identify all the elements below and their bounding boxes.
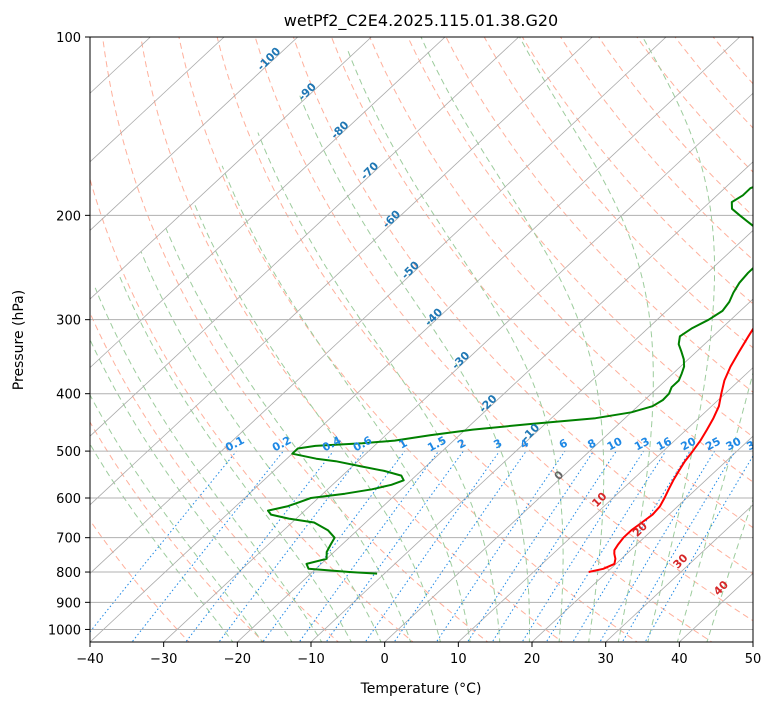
dry-adiabat-line — [521, 37, 753, 305]
mixing-ratio-line — [218, 450, 365, 642]
mixing-ratio-line — [545, 450, 667, 642]
y-tick-label: 300 — [56, 314, 81, 329]
isotherm-line — [90, 37, 667, 574]
x-tick-label: −40 — [76, 652, 103, 667]
y-tick-label: 100 — [56, 31, 81, 46]
isotherm-line — [237, 161, 753, 642]
x-tick-label: 10 — [450, 652, 467, 667]
dry-adiabat-line — [140, 37, 564, 642]
mixing-ratio-line — [621, 450, 736, 642]
isotherm-line — [90, 37, 741, 642]
x-tick-label: −10 — [297, 652, 324, 667]
mixing-ratio-line — [393, 450, 527, 642]
mixing-ratio-label: 16 — [654, 435, 674, 454]
isotherm-line — [384, 298, 753, 642]
mixing-ratio-line — [572, 450, 691, 642]
mixing-ratio-line — [466, 450, 595, 642]
dry-adiabat-line — [90, 519, 190, 642]
dry-adiabat-line — [636, 37, 753, 173]
x-tick-label: 50 — [745, 652, 762, 667]
isotherm-line — [90, 37, 520, 437]
dry-adiabat-line — [559, 37, 753, 261]
profile-lines — [267, 186, 753, 575]
isotherm-line — [163, 92, 753, 642]
y-tick-label: 600 — [56, 492, 81, 507]
dry-adiabat-line — [90, 311, 340, 642]
isotherm-line — [90, 37, 225, 163]
grid-lines — [90, 37, 753, 630]
dry-adiabat-line — [254, 37, 753, 622]
dry-adiabat-line — [331, 37, 753, 529]
mixing-ratio-label: 36 — [744, 435, 764, 454]
x-tick-label: 30 — [597, 652, 614, 667]
moist-adiabat-line — [94, 287, 323, 642]
isotherm-line — [90, 37, 299, 231]
y-tick-label: 400 — [56, 388, 81, 403]
mixing-ratio-line — [90, 450, 237, 633]
moist-adiabat-line — [257, 132, 501, 642]
y-tick-label: 700 — [56, 532, 81, 547]
moist-adiabat-line — [165, 227, 412, 642]
mixing-ratio-line — [185, 450, 334, 642]
mixing-ratio-line — [131, 450, 284, 642]
chart-title: wetPf2_C2E4.2025.115.01.38.G20 — [284, 11, 558, 31]
plot-frame — [89, 36, 754, 643]
y-axis-title: Pressure (hPa) — [11, 290, 27, 390]
mixing-ratio-label: 20 — [679, 435, 699, 454]
mixing-ratio-label: 30 — [724, 435, 744, 454]
isotherm-line — [531, 435, 753, 642]
x-tick-label: 40 — [671, 652, 688, 667]
x-tick-label: −30 — [150, 652, 177, 667]
isotherm-line — [90, 37, 446, 369]
x-tick-label: 20 — [524, 652, 541, 667]
dry-adiabat-line — [90, 421, 265, 642]
mixing-ratio-line — [364, 450, 501, 642]
y-tick-label: 500 — [56, 445, 81, 460]
y-tick-label: 800 — [56, 566, 81, 581]
x-tick-label: 0 — [381, 652, 389, 667]
mixing-ratio-line — [435, 450, 566, 642]
dry-adiabat-line — [90, 177, 414, 642]
dry-adiabat-line — [369, 37, 753, 483]
dry-adiabat-line — [292, 37, 753, 575]
y-tick-label: 200 — [56, 209, 81, 224]
dry-adiabat-line — [102, 37, 489, 642]
moist-adiabat-line — [193, 201, 441, 642]
moist-adiabat-line — [90, 393, 264, 642]
y-tick-label: 1000 — [48, 623, 81, 638]
mixing-ratio-label: 10 — [605, 435, 625, 454]
dewpoint-line — [267, 186, 753, 575]
isotherm-line — [90, 37, 372, 300]
isotherm-line — [90, 37, 593, 506]
isotherm-line — [605, 504, 753, 642]
y-tick-label: 900 — [56, 596, 81, 611]
mixing-ratio-line — [262, 450, 406, 642]
isotherm-line — [310, 229, 753, 642]
x-axis: −40 −30 −20 −10 0 10 20 30 40 50 — [76, 642, 761, 667]
mixing-ratio-line — [644, 454, 753, 642]
dry-adiabat-line — [178, 37, 638, 642]
moist-adiabat-line — [298, 94, 530, 642]
x-axis-title: Temperature (°C) — [360, 681, 482, 697]
y-axis: 100 200 300 400 500 600 700 800 900 1000 — [48, 31, 90, 638]
dry-adiabat-line — [483, 37, 753, 349]
mixing-ratio-label: 25 — [703, 435, 723, 454]
background-lines — [90, 37, 753, 642]
mixing-ratio-label: 13 — [632, 435, 652, 454]
dry-adiabat-line — [674, 37, 753, 129]
mixing-ratio-line — [599, 450, 716, 642]
moist-adiabat-line — [117, 272, 352, 642]
isotherm-line — [458, 367, 753, 642]
moist-adiabat-line — [221, 165, 471, 642]
dry-adiabat-line — [216, 37, 713, 642]
x-tick-label: −20 — [224, 652, 251, 667]
temperature-line — [588, 327, 753, 573]
